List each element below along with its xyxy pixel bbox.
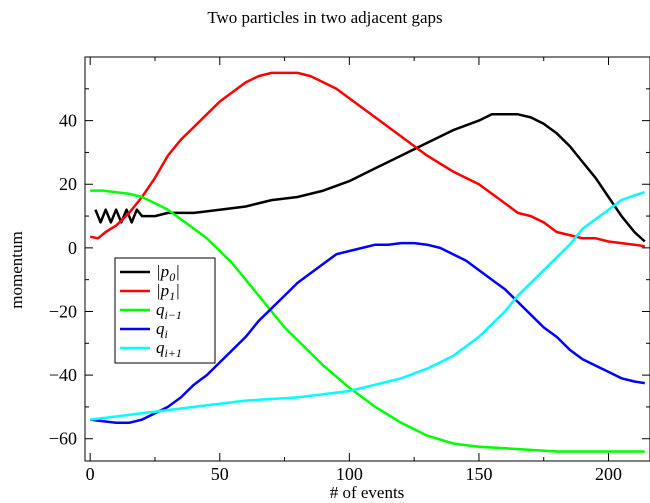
chart-title: Two particles in two adjacent gaps	[207, 8, 443, 27]
x-axis-label: # of events	[330, 483, 405, 502]
y-tick-label: −20	[49, 301, 77, 321]
y-tick-label: 40	[59, 111, 77, 131]
plot-frame	[84, 56, 650, 462]
x-tick-label: 100	[336, 464, 363, 484]
y-tick-label: −40	[49, 365, 77, 385]
series-line-3	[90, 241, 645, 425]
x-tick-label: 50	[211, 464, 229, 484]
legend-label-3: qi	[156, 319, 168, 341]
x-tick-label: 200	[595, 464, 622, 484]
legend-label-1: |p1|	[156, 281, 180, 303]
legend-label-2: qi−1	[156, 300, 182, 322]
series-line-2	[90, 189, 645, 453]
y-tick-label: −60	[49, 429, 77, 449]
series-line-0	[94, 113, 646, 243]
x-tick-label: 150	[465, 464, 492, 484]
legend-label-0: |p0|	[156, 262, 180, 284]
tick-group: 0 50 100 150 200 −60 −40 −20 0 20 40	[49, 57, 650, 484]
y-axis-label: momentum	[7, 231, 26, 308]
series-line-1	[89, 71, 645, 248]
y-tick-label: 20	[59, 174, 77, 194]
x-tick-label: 0	[86, 464, 95, 484]
legend-label-4: qi+1	[156, 338, 182, 360]
y-tick-label: 0	[68, 238, 77, 258]
series-lines	[89, 71, 646, 453]
series-line-4	[90, 191, 646, 421]
